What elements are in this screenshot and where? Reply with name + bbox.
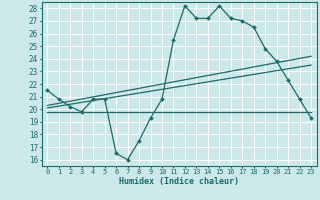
X-axis label: Humidex (Indice chaleur): Humidex (Indice chaleur): [119, 177, 239, 186]
